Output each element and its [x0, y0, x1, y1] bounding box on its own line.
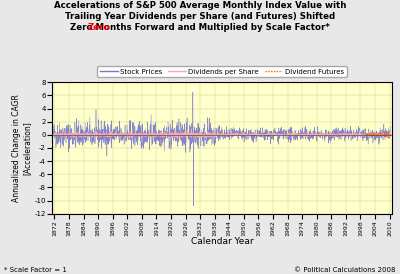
Text: Accelerations of S&P 500 Average Monthly Index Value with: Accelerations of S&P 500 Average Monthly…: [54, 1, 346, 10]
Legend: Stock Prices, Dividends per Share, Dividend Futures: Stock Prices, Dividends per Share, Divid…: [98, 66, 346, 78]
X-axis label: Calendar Year: Calendar Year: [191, 237, 253, 246]
Text: © Political Calculations 2008: © Political Calculations 2008: [294, 267, 396, 273]
Y-axis label: Annualized Change in CAGR
[Acceleration]: Annualized Change in CAGR [Acceleration]: [12, 94, 32, 202]
Text: * Scale Factor = 1: * Scale Factor = 1: [4, 267, 67, 273]
Text: Zero Months Forward and Multiplied by Scale Factor*: Zero Months Forward and Multiplied by Sc…: [70, 23, 330, 32]
Text: Trailing Year Dividends per Share (and Futures) Shifted: Trailing Year Dividends per Share (and F…: [65, 12, 335, 21]
Text: Zero: Zero: [87, 23, 110, 32]
